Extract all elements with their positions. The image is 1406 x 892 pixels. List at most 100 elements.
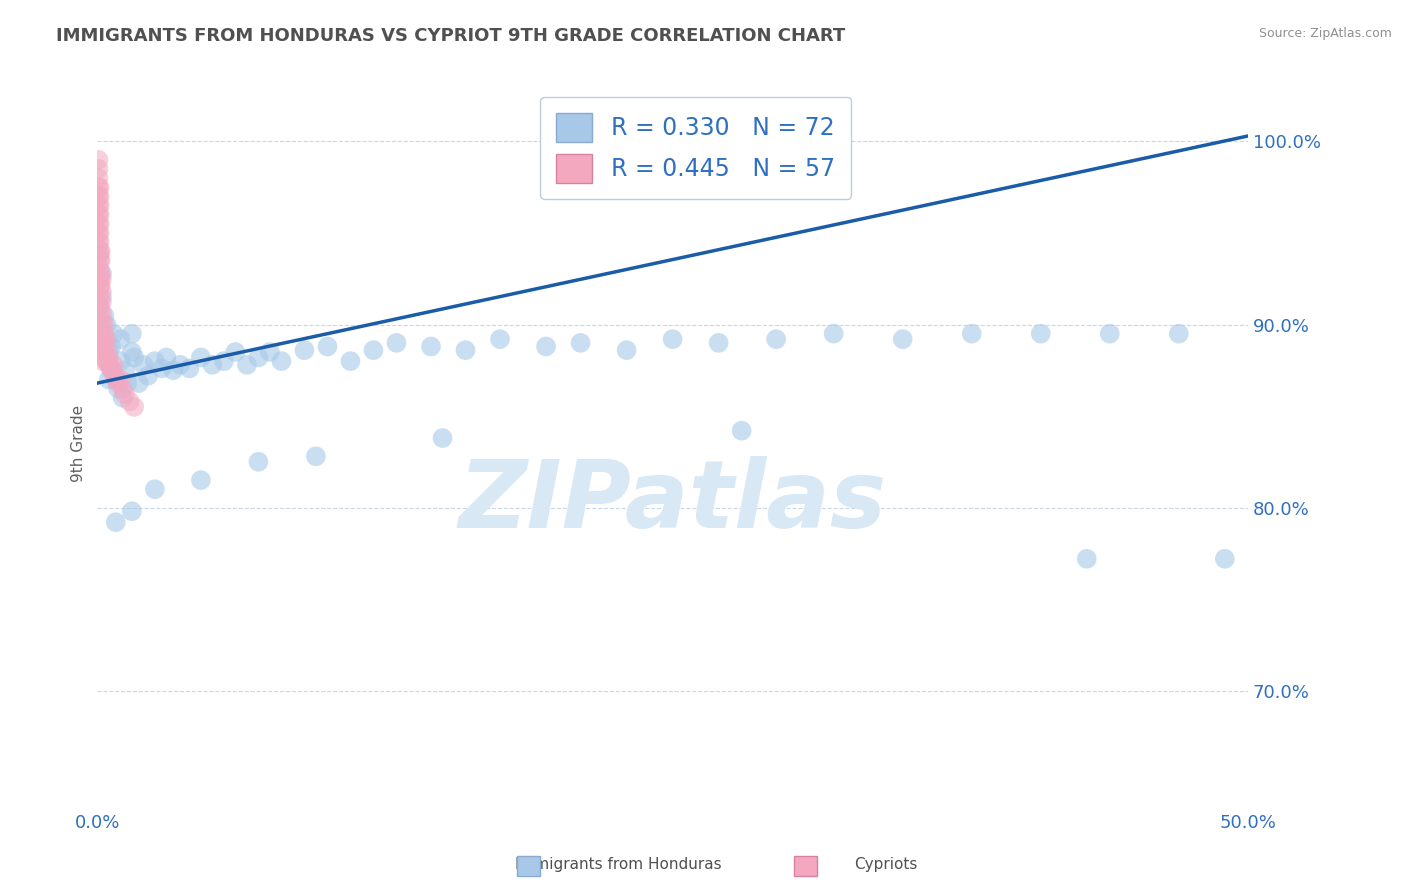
Point	[91, 345, 114, 359]
Point	[707, 335, 730, 350]
Point	[93, 335, 115, 350]
Point	[89, 272, 111, 286]
Point	[91, 290, 114, 304]
Point	[104, 372, 127, 386]
Point	[97, 345, 120, 359]
Text: Cypriots: Cypriots	[853, 857, 918, 872]
Point	[823, 326, 845, 341]
Legend: R = 0.330   N = 72, R = 0.445   N = 57: R = 0.330 N = 72, R = 0.445 N = 57	[540, 96, 852, 199]
Point	[489, 332, 512, 346]
Point	[103, 358, 125, 372]
Point	[730, 424, 752, 438]
Text: ZIPatlas: ZIPatlas	[458, 456, 887, 548]
Point	[87, 189, 110, 203]
Point	[93, 345, 115, 359]
Point	[87, 226, 110, 240]
Point	[104, 372, 127, 386]
Point	[569, 335, 592, 350]
Point	[89, 244, 111, 259]
Point	[316, 339, 339, 353]
Point	[96, 318, 118, 332]
Point	[90, 277, 112, 292]
Point	[93, 318, 115, 332]
Point	[121, 504, 143, 518]
Text: Source: ZipAtlas.com: Source: ZipAtlas.com	[1258, 27, 1392, 40]
Point	[93, 326, 115, 341]
Point	[87, 217, 110, 231]
Point	[121, 326, 143, 341]
Point	[616, 343, 638, 358]
Point	[339, 354, 361, 368]
Point	[385, 335, 408, 350]
Point	[305, 450, 328, 464]
Point	[960, 326, 983, 341]
Point	[110, 372, 132, 386]
Point	[132, 358, 155, 372]
Point	[121, 345, 143, 359]
Point	[89, 281, 111, 295]
Point	[89, 180, 111, 194]
Point	[97, 372, 120, 386]
Point	[454, 343, 477, 358]
Point	[91, 285, 114, 299]
Point	[89, 253, 111, 268]
Point	[1029, 326, 1052, 341]
Point	[96, 354, 118, 368]
Point	[89, 290, 111, 304]
Point	[93, 309, 115, 323]
Point	[89, 299, 111, 313]
Point	[103, 365, 125, 379]
Point	[155, 351, 177, 365]
Point	[128, 376, 150, 390]
Point	[91, 272, 114, 286]
Point	[87, 198, 110, 212]
Point	[89, 309, 111, 323]
Point	[259, 345, 281, 359]
Point	[190, 473, 212, 487]
Point	[212, 354, 235, 368]
Point	[224, 345, 246, 359]
Point	[110, 332, 132, 346]
Point	[247, 455, 270, 469]
Point	[765, 332, 787, 346]
Point	[136, 368, 159, 383]
Point	[89, 198, 111, 212]
Point	[118, 394, 141, 409]
Point	[162, 363, 184, 377]
Point	[143, 354, 166, 368]
Point	[104, 515, 127, 529]
Point	[363, 343, 385, 358]
Point	[89, 272, 111, 286]
Point	[89, 208, 111, 222]
Point	[100, 339, 122, 353]
Point	[89, 262, 111, 277]
Point	[169, 358, 191, 372]
Point	[891, 332, 914, 346]
Point	[534, 339, 557, 353]
Point	[117, 376, 139, 390]
Point	[420, 339, 443, 353]
Point	[97, 351, 120, 365]
Point	[107, 376, 129, 390]
Point	[107, 382, 129, 396]
Y-axis label: 9th Grade: 9th Grade	[72, 405, 86, 482]
Point	[111, 391, 134, 405]
Point	[179, 361, 201, 376]
Point	[90, 244, 112, 259]
Point	[91, 318, 114, 332]
Point	[89, 217, 111, 231]
Point	[190, 351, 212, 365]
Point	[143, 482, 166, 496]
Point	[96, 343, 118, 358]
Point	[87, 171, 110, 186]
Point	[91, 326, 114, 341]
Point	[100, 361, 122, 376]
Point	[236, 358, 259, 372]
Point	[87, 235, 110, 249]
Text: Immigrants from Honduras: Immigrants from Honduras	[516, 857, 721, 872]
Point	[91, 266, 114, 280]
Point	[110, 354, 132, 368]
Point	[1167, 326, 1189, 341]
Point	[103, 326, 125, 341]
Point	[89, 299, 111, 313]
